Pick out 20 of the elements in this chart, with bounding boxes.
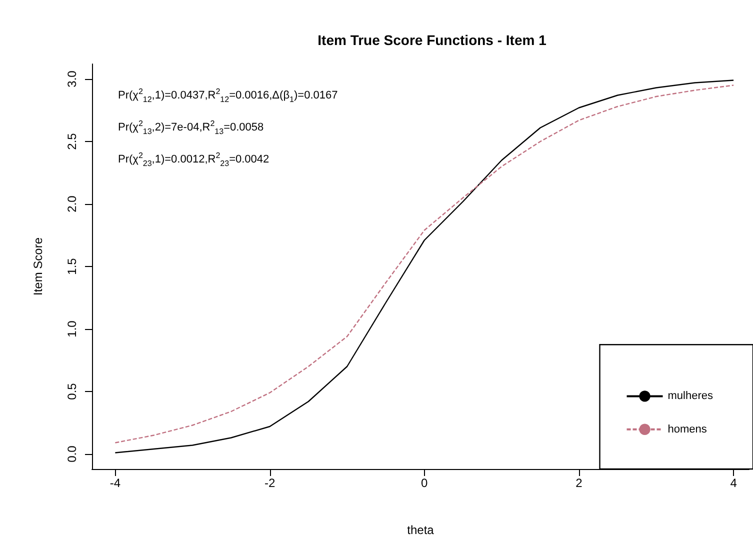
text: Pr(χ$^{2}$$_{12}$,1)=0.0437,R$^{2}$$_{12}$=0.0016,Δ(β$_{1}$)=0.0167: [118, 87, 338, 104]
x-axis-title: theta: [407, 523, 434, 537]
legend-label: mulheres: [668, 390, 714, 402]
y-tick-label: 1.5: [65, 258, 79, 275]
y-axis-title: Item Score: [31, 237, 45, 296]
y-tick-label: 2.5: [65, 132, 79, 150]
x-tick-label: 0: [421, 476, 428, 490]
y-tick-label: 1.0: [65, 320, 79, 338]
x-tick-label: -2: [264, 476, 276, 490]
x-tick-label: 2: [576, 476, 583, 490]
x-tick-label: -4: [110, 476, 121, 490]
legend-label: homens: [668, 423, 708, 436]
chart-title: Item True Score Functions - Item 1: [318, 32, 547, 48]
annotation: Pr(χ$^{2}$$_{23}$,1)=0.0012,R$^{2}$$_{23}$=0.0042: [118, 151, 270, 168]
y-tick-label: 0.0: [65, 445, 79, 462]
annotation: Pr(χ$^{2}$$_{13}$,2)=7e-04,R$^{2}$$_{13}$=0.0058: [118, 119, 264, 136]
y-tick-label: 3.0: [65, 70, 79, 88]
y-tick-label: 2.0: [65, 195, 79, 212]
y-tick-label: 0.5: [65, 382, 79, 400]
x-tick-label: 4: [730, 476, 738, 490]
